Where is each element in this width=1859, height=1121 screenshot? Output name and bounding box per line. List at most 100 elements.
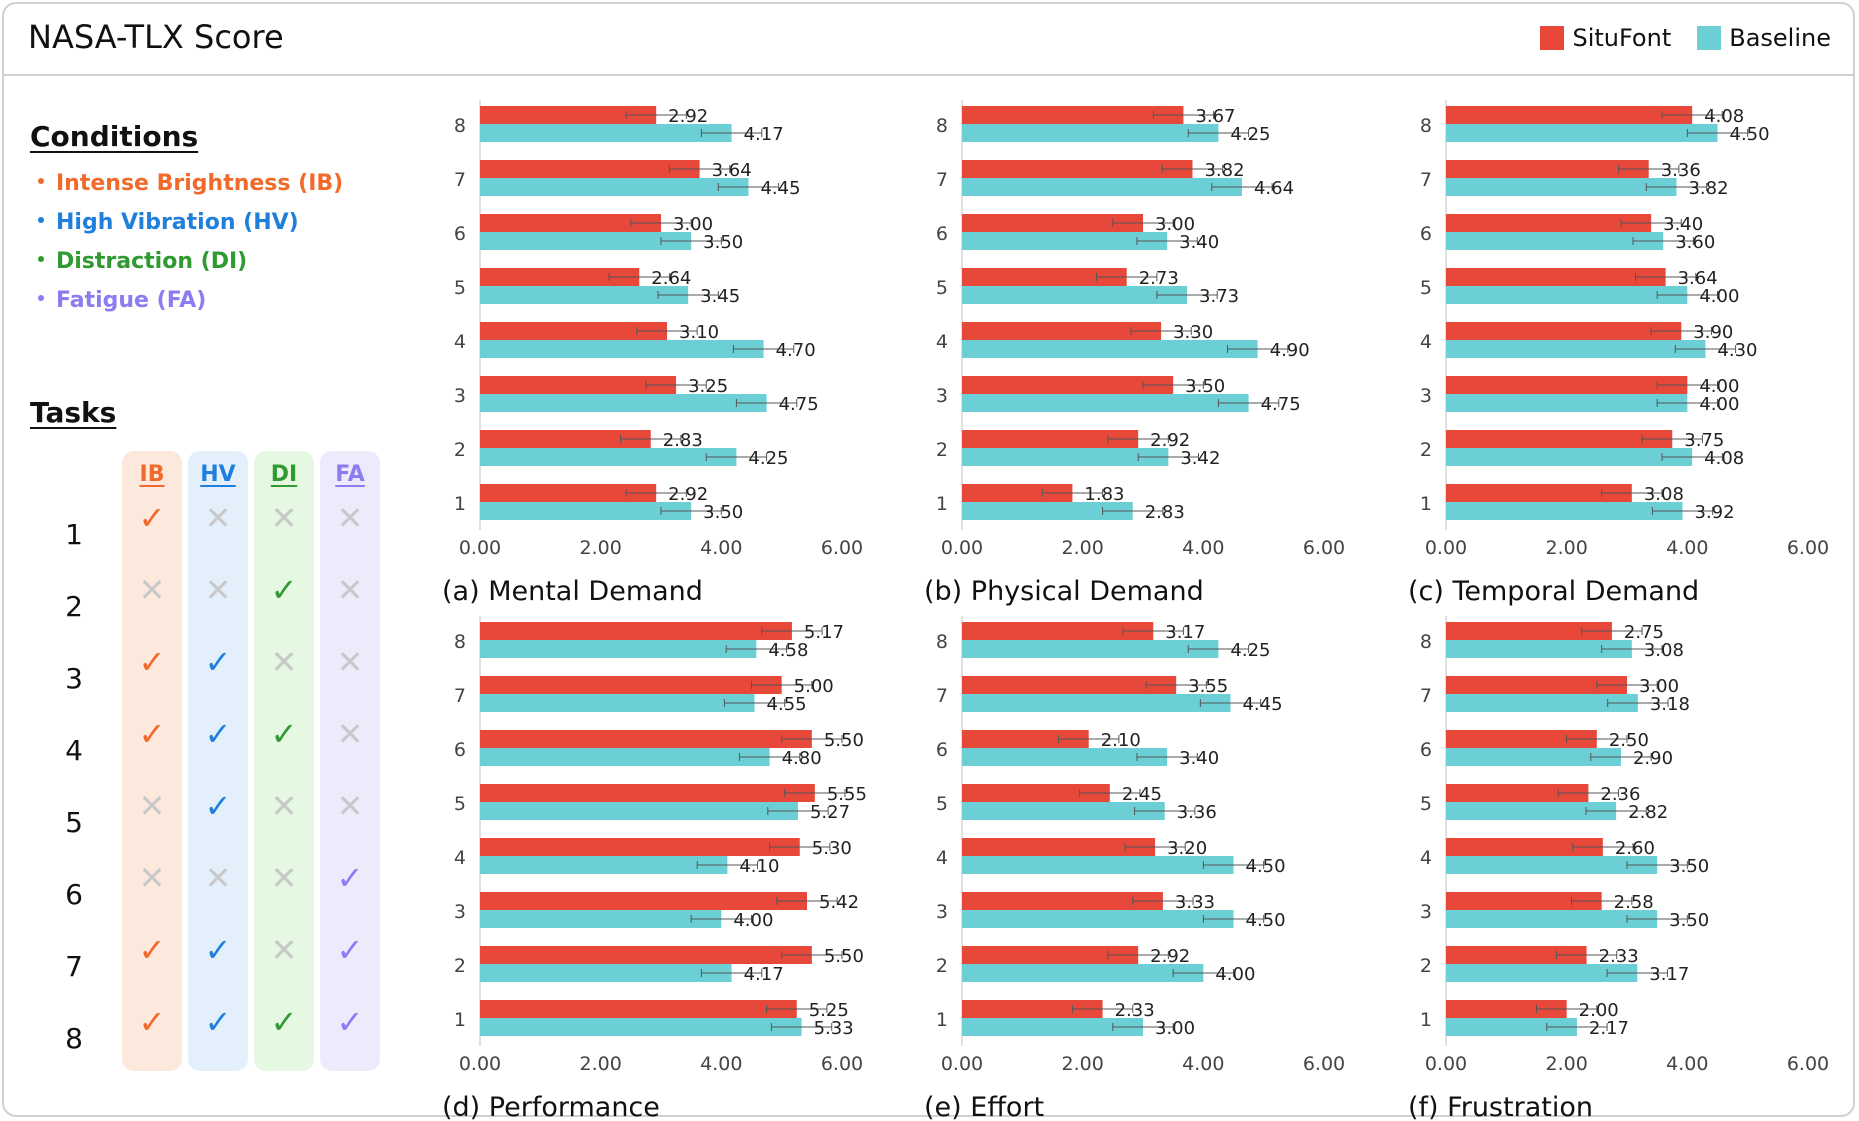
conditions-list: Intense Brightness (IB) High Vibration (H… xyxy=(38,168,343,324)
x-tick-label: 4.00 xyxy=(1666,537,1708,559)
bar-situfont xyxy=(480,1000,797,1018)
data-label: 3.90 xyxy=(1693,322,1733,343)
x-tick-label: 4.00 xyxy=(1182,1053,1224,1075)
bar-situfont xyxy=(962,322,1162,340)
y-tick-label: 4 xyxy=(1420,847,1432,869)
condition-label: Intense Brightness (IB) xyxy=(56,171,344,196)
task-number: 3 xyxy=(65,662,83,695)
data-label: 3.17 xyxy=(1165,622,1205,643)
condition-label: High Vibration (HV) xyxy=(56,210,299,235)
cross-icon: ✕ xyxy=(270,643,298,681)
check-icon: ✓ xyxy=(204,643,232,681)
check-icon: ✓ xyxy=(138,931,166,969)
x-tick-label: 6.00 xyxy=(1303,1053,1345,1075)
data-label: 3.73 xyxy=(1199,286,1239,307)
bar-baseline xyxy=(480,448,737,466)
y-tick-label: 7 xyxy=(454,169,466,191)
task-column-header-di: DI xyxy=(270,462,298,487)
x-tick-label: 0.00 xyxy=(459,1053,501,1075)
x-tick-label: 0.00 xyxy=(459,537,501,559)
bar-situfont xyxy=(962,676,1177,694)
y-tick-label: 3 xyxy=(936,901,948,923)
bar-situfont xyxy=(962,784,1110,802)
cross-icon: ✕ xyxy=(270,499,298,537)
data-label: 3.60 xyxy=(1675,232,1715,253)
x-tick-label: 0.00 xyxy=(1425,1053,1467,1075)
data-label: 3.82 xyxy=(1688,178,1728,199)
bar-baseline xyxy=(1446,232,1664,250)
y-tick-label: 2 xyxy=(1420,439,1432,461)
bar-situfont xyxy=(1446,430,1673,448)
bar-baseline xyxy=(1446,286,1688,304)
data-label: 4.00 xyxy=(1699,286,1739,307)
bar-baseline xyxy=(962,748,1168,766)
data-label: 2.58 xyxy=(1614,892,1654,913)
data-label: 4.00 xyxy=(733,910,773,931)
legend-label-situfont: SituFont xyxy=(1572,24,1672,52)
bar-baseline xyxy=(480,394,767,412)
data-label: 3.82 xyxy=(1204,160,1244,181)
bar-baseline xyxy=(962,1018,1143,1036)
y-tick-label: 6 xyxy=(454,739,466,761)
check-icon: ✓ xyxy=(138,499,166,537)
bar-baseline xyxy=(480,856,728,874)
data-label: 3.50 xyxy=(1669,856,1709,877)
legend-label-baseline: Baseline xyxy=(1729,24,1831,52)
x-tick-label: 6.00 xyxy=(821,537,863,559)
condition-label: Fatigue (FA) xyxy=(56,288,207,313)
y-tick-label: 7 xyxy=(1420,169,1432,191)
task-number: 4 xyxy=(65,734,83,767)
bar-baseline xyxy=(1446,964,1638,982)
x-tick-label: 2.00 xyxy=(580,1053,622,1075)
check-icon: ✓ xyxy=(204,715,232,753)
y-tick-label: 7 xyxy=(936,685,948,707)
bar-baseline xyxy=(480,232,692,250)
data-label: 1.83 xyxy=(1084,484,1124,505)
data-label: 2.64 xyxy=(651,268,691,289)
bullet-icon xyxy=(38,217,44,223)
data-label: 4.00 xyxy=(1699,394,1739,415)
condition-item-di: Distraction (DI) xyxy=(38,246,343,285)
bar-baseline xyxy=(480,178,749,196)
bar-baseline xyxy=(962,448,1169,466)
chart-title: (f) Frustration xyxy=(1408,1092,1593,1121)
y-tick-label: 8 xyxy=(936,631,948,653)
data-label: 4.00 xyxy=(1699,376,1739,397)
y-tick-label: 7 xyxy=(454,685,466,707)
chart-title: (c) Temporal Demand xyxy=(1408,576,1699,607)
y-tick-label: 1 xyxy=(1420,493,1432,515)
data-label: 3.08 xyxy=(1644,640,1684,661)
bullet-icon xyxy=(38,256,44,262)
data-label: 3.08 xyxy=(1644,484,1684,505)
data-label: 3.20 xyxy=(1167,838,1207,859)
bar-baseline xyxy=(1446,694,1638,712)
x-tick-label: 4.00 xyxy=(1666,1053,1708,1075)
y-tick-label: 2 xyxy=(454,955,466,977)
bar-situfont xyxy=(1446,622,1612,640)
data-label: 3.40 xyxy=(1179,748,1219,769)
task-number: 1 xyxy=(65,518,83,551)
bar-situfont xyxy=(480,676,782,694)
bar-baseline xyxy=(962,856,1234,874)
bar-situfont xyxy=(962,622,1154,640)
tasks-heading: Tasks xyxy=(30,396,117,429)
check-icon: ✓ xyxy=(204,1003,232,1041)
x-tick-label: 0.00 xyxy=(1425,537,1467,559)
bar-baseline xyxy=(962,694,1231,712)
y-tick-label: 3 xyxy=(454,901,466,923)
data-label: 4.58 xyxy=(768,640,808,661)
y-tick-label: 5 xyxy=(936,277,948,299)
data-label: 3.33 xyxy=(1175,892,1215,913)
bar-baseline xyxy=(962,394,1249,412)
y-tick-label: 7 xyxy=(1420,685,1432,707)
data-label: 3.67 xyxy=(1195,106,1235,127)
legend-item-situfont: SituFont xyxy=(1540,24,1671,52)
check-icon: ✓ xyxy=(138,715,166,753)
bar-situfont xyxy=(1446,892,1602,910)
check-icon: ✓ xyxy=(336,931,364,969)
data-label: 2.17 xyxy=(1589,1018,1629,1039)
data-label: 3.40 xyxy=(1663,214,1703,235)
task-column-di xyxy=(254,451,314,1071)
legend-item-baseline: Baseline xyxy=(1697,24,1831,52)
y-tick-label: 5 xyxy=(454,793,466,815)
